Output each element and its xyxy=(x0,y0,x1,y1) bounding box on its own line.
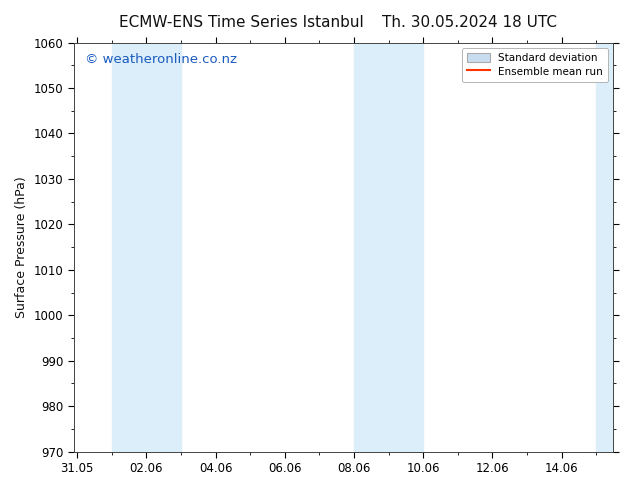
Y-axis label: Surface Pressure (hPa): Surface Pressure (hPa) xyxy=(15,176,28,318)
Text: © weatheronline.co.nz: © weatheronline.co.nz xyxy=(84,53,236,66)
Legend: Standard deviation, Ensemble mean run: Standard deviation, Ensemble mean run xyxy=(462,48,608,82)
Bar xyxy=(354,43,423,452)
Bar xyxy=(596,43,614,452)
Text: ECMW-ENS Time Series Istanbul: ECMW-ENS Time Series Istanbul xyxy=(119,15,363,30)
Text: Th. 30.05.2024 18 UTC: Th. 30.05.2024 18 UTC xyxy=(382,15,557,30)
Bar xyxy=(112,43,181,452)
